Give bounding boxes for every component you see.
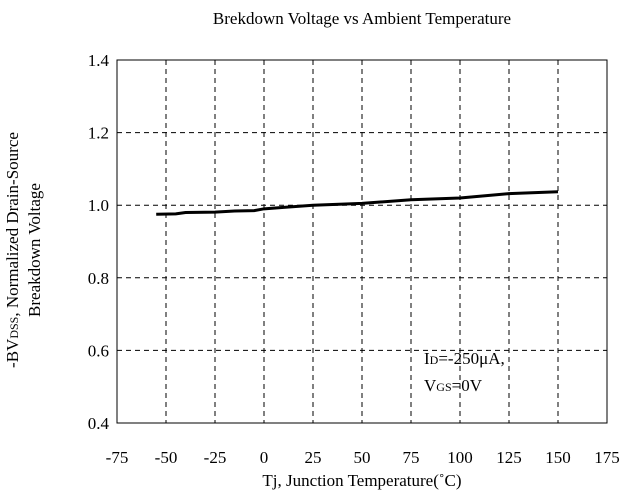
text-part: -BV — [3, 338, 22, 368]
x-axis-label: Tj, Junction Temperature(˚C) — [262, 471, 461, 490]
x-tick-label: 150 — [545, 448, 571, 467]
x-tick-label: 0 — [260, 448, 269, 467]
x-tick-label: -50 — [155, 448, 178, 467]
y-tick-label: 0.6 — [88, 341, 109, 360]
annotation: ID=-250μA, — [424, 349, 505, 368]
x-tick-label: 50 — [354, 448, 371, 467]
text-part: =-250μA, — [438, 349, 504, 368]
chart-title: Brekdown Voltage vs Ambient Temperature — [213, 9, 511, 28]
text-part: =0V — [452, 376, 483, 395]
x-tick-label: 175 — [594, 448, 620, 467]
annotation: VGS=0V — [424, 376, 483, 395]
y-tick-label: 1.4 — [88, 51, 110, 70]
x-tick-label: 25 — [305, 448, 322, 467]
x-tick-label: -75 — [106, 448, 129, 467]
text-part: V — [424, 376, 437, 395]
text-part: I — [424, 349, 430, 368]
subscript: GS — [436, 380, 451, 394]
text-part: , Normalized Drain-Source — [3, 132, 22, 317]
x-tick-label: -25 — [204, 448, 227, 467]
y-tick-label: 1.0 — [88, 196, 109, 215]
data-line — [156, 190, 559, 216]
y-tick-label: 0.4 — [88, 414, 110, 433]
x-tick-label: 125 — [496, 448, 522, 467]
x-tick-label: 100 — [447, 448, 473, 467]
plot-frame — [116, 59, 608, 424]
y-tick-label: 1.2 — [88, 124, 109, 143]
x-tick-label: 75 — [403, 448, 420, 467]
text-part: Breakdown Voltage — [25, 183, 44, 317]
subscript: D — [430, 353, 439, 367]
y-label: -BVDSS, Normalized Drain-Source — [3, 132, 22, 368]
y-label: Breakdown Voltage — [25, 183, 44, 317]
subscript: DSS — [7, 317, 21, 339]
y-tick-label: 0.8 — [88, 269, 109, 288]
